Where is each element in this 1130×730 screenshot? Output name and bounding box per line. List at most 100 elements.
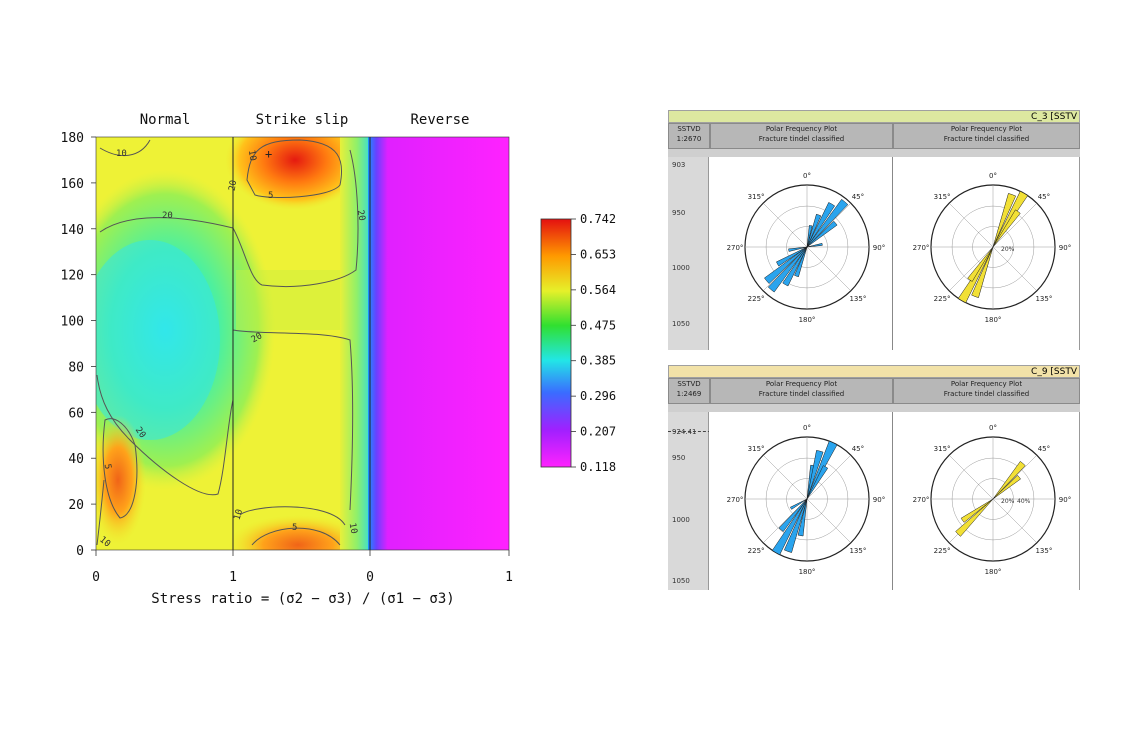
angle-label: 45° xyxy=(852,445,864,453)
polar-content-area xyxy=(709,157,1080,350)
colorbar xyxy=(540,218,572,468)
column-separator xyxy=(892,157,893,350)
rose-petal xyxy=(794,246,808,278)
rose-petal xyxy=(960,498,994,523)
y-tick-label: 20 xyxy=(68,498,84,513)
depth-label: 1050 xyxy=(672,577,690,585)
angle-label: 180° xyxy=(985,568,1002,576)
rose-petal xyxy=(971,246,994,299)
plot-frame xyxy=(95,136,510,551)
rose-petal xyxy=(992,474,1021,500)
angle-label: 135° xyxy=(849,295,866,303)
rose-petal xyxy=(806,242,823,248)
rose-petal xyxy=(797,498,808,537)
polar-rose-plot: 0° 45° 90° 135° 180° 225° 270° 315° 20% 40% xyxy=(913,424,1072,576)
depth-label: 924.41 xyxy=(672,428,697,436)
angle-label: 180° xyxy=(799,568,816,576)
stress-ratio-chart: + 10 20 20 20 5 10 20 20 5 10 5 10 10 02… xyxy=(61,112,617,607)
max-marker: + xyxy=(265,147,272,161)
y-tick-label: 60 xyxy=(68,406,84,421)
angle-label: 0° xyxy=(989,424,997,432)
rose-petal xyxy=(788,246,808,252)
depth-label: 1000 xyxy=(672,516,690,524)
colorbar-tick-label: 0.742 xyxy=(580,212,616,226)
x-axis-label: Stress ratio = (σ2 − σ3) / (σ1 − σ3) xyxy=(151,591,454,607)
angle-label: 270° xyxy=(727,496,744,504)
polar-rose-plot: 0° 45° 90° 135° 180° 225° 270° 315° xyxy=(727,424,886,576)
rose-petal xyxy=(992,193,1017,248)
contour-lines xyxy=(96,139,359,546)
angle-label: 315° xyxy=(934,193,951,201)
ring-label: 20% xyxy=(1001,246,1015,253)
y-tick-label: 120 xyxy=(61,269,84,284)
rose-petal xyxy=(955,498,994,537)
rose-petal xyxy=(992,209,1021,248)
angle-label: 135° xyxy=(1035,547,1052,555)
angle-label: 225° xyxy=(748,547,765,555)
angle-label: 0° xyxy=(803,424,811,432)
colorbar-tick-label: 0.653 xyxy=(580,247,616,261)
angle-label: 180° xyxy=(799,316,816,324)
angle-label: 45° xyxy=(1038,445,1050,453)
rose-petal xyxy=(783,498,808,553)
rose-petal xyxy=(806,450,824,500)
depth-label: 903 xyxy=(672,161,686,169)
y-tick-label: 140 xyxy=(61,223,84,238)
rose-petal xyxy=(806,220,838,248)
polar-plot-header: Polar Frequency Plot Fracture tindel clas… xyxy=(893,378,1080,404)
angle-label: 225° xyxy=(934,547,951,555)
regime-label-reverse: Reverse xyxy=(410,112,469,128)
angle-label: 270° xyxy=(913,244,930,252)
angle-label: 90° xyxy=(1059,496,1071,504)
depth-label: 1050 xyxy=(672,320,690,328)
ring-label: 40% xyxy=(1017,498,1031,505)
polar-panel: C_3 [SSTV SSTVD 1:2670 Polar Frequency Plot… xyxy=(668,110,1080,355)
angle-label: 90° xyxy=(1059,244,1071,252)
polar-content-area xyxy=(709,412,1080,590)
colorbar-tick-label: 0.385 xyxy=(580,354,616,368)
angle-label: 270° xyxy=(727,244,744,252)
contour-label: 20 xyxy=(162,211,173,221)
angle-label: 135° xyxy=(849,547,866,555)
x-tick-label: 1 xyxy=(505,570,513,585)
sstvd-header: SSTVD 1:2469 xyxy=(668,378,710,404)
polar-panel: C_9 [SSTV SSTVD 1:2469 Polar Frequency Plot… xyxy=(668,365,1080,597)
angle-label: 135° xyxy=(1035,295,1052,303)
rose-petal xyxy=(992,461,1026,500)
rose-petal xyxy=(776,246,808,267)
x-tick-label: 0 xyxy=(92,570,100,585)
depth-column: 924.41 950 1000 1050 xyxy=(668,412,709,590)
y-tick-label: 180 xyxy=(61,131,84,146)
ring-label: 20% xyxy=(1001,498,1015,505)
contour-label: 5 xyxy=(268,191,273,201)
angle-label: 90° xyxy=(873,244,885,252)
rose-petal xyxy=(806,202,836,248)
angle-label: 270° xyxy=(913,496,930,504)
depth-label: 950 xyxy=(672,209,686,217)
colorbar-tick-label: 0.118 xyxy=(580,460,616,474)
angle-label: 225° xyxy=(934,295,951,303)
x-tick-label: 1 xyxy=(229,570,237,585)
contour-label: 10 xyxy=(347,522,359,534)
rose-petal xyxy=(967,246,994,282)
column-separator xyxy=(892,412,893,590)
polar-plot-header: Polar Frequency Plot Fracture tindel clas… xyxy=(710,378,893,404)
x-axis: 0 1 0 1 xyxy=(92,550,513,585)
y-tick-label: 40 xyxy=(68,452,84,467)
rose-petal xyxy=(806,213,822,248)
contour-label: 10 xyxy=(116,149,127,159)
angle-label: 45° xyxy=(852,193,864,201)
rose-petal xyxy=(789,498,808,510)
angle-label: 0° xyxy=(803,172,811,180)
y-tick-label: 100 xyxy=(61,315,84,330)
colorbar-axis: 0.742 0.653 0.564 0.475 0.385 0.296 0.207 0.118 xyxy=(571,212,616,474)
y-tick-label: 80 xyxy=(68,360,84,375)
rose-petal xyxy=(771,498,808,556)
angle-label: 315° xyxy=(934,445,951,453)
polar-rose-plot: 0° 45° 90° 135° 180° 225° 270° 315° 20% xyxy=(913,172,1072,324)
y-tick-label: 160 xyxy=(61,177,84,192)
rose-petal xyxy=(767,246,808,293)
depth-label: 1000 xyxy=(672,264,690,272)
colorbar-tick-label: 0.475 xyxy=(580,318,616,332)
angle-label: 45° xyxy=(1038,193,1050,201)
